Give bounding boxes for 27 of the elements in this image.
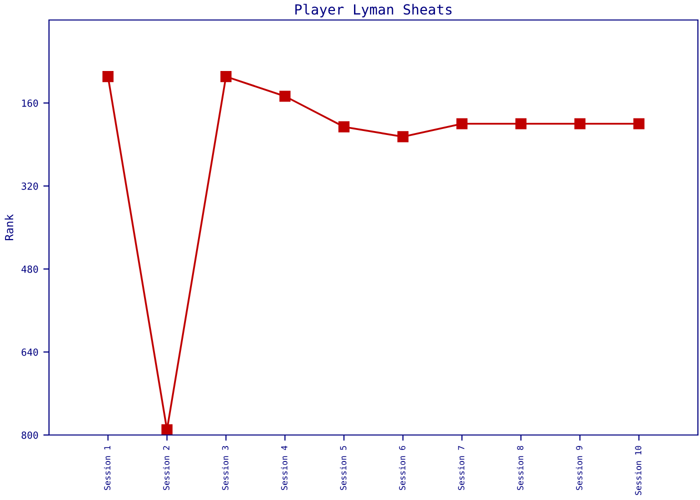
x-tick-label: Session 3 <box>222 446 228 490</box>
x-tick-label: Session 4 <box>280 446 288 490</box>
x-tick-label: Session 10 <box>634 446 642 496</box>
y-tick-label: 800 <box>22 432 38 439</box>
point <box>279 90 291 102</box>
x-tick-label: Session 1 <box>104 446 110 490</box>
y-tick-label: 480 <box>22 266 38 273</box>
y-tick-label: 320 <box>22 182 38 190</box>
x-tick-label: Session 6 <box>398 446 406 490</box>
y-axis-title: Rank <box>4 214 14 240</box>
point <box>102 70 114 82</box>
y-tick-label: 160 <box>22 100 38 107</box>
x-tick-label: Session 7 <box>458 446 464 490</box>
point <box>633 118 644 130</box>
y-tick-label: 640 <box>22 348 38 356</box>
chart-title: Player Lyman Sheats <box>295 4 452 18</box>
point <box>456 118 468 130</box>
point <box>338 121 350 132</box>
x-tick-label: Session 9 <box>576 446 582 490</box>
x-tick-label: Session 2 <box>162 446 170 490</box>
x-tick-label: Session 8 <box>516 446 524 490</box>
point <box>220 70 232 82</box>
point <box>515 118 526 130</box>
point <box>161 424 173 435</box>
x-tick-label: Session 5 <box>340 446 346 490</box>
point <box>397 131 408 142</box>
point <box>574 118 586 130</box>
